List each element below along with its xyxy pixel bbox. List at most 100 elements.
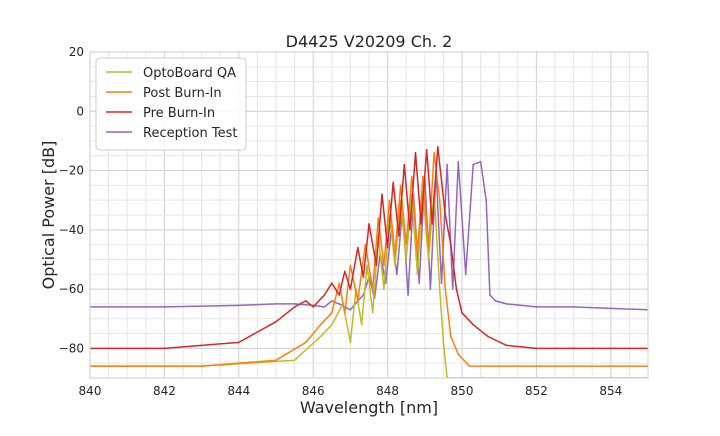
data-point (431, 223, 434, 225)
data-point (388, 199, 391, 201)
data-point (407, 294, 409, 296)
chart-title: D4425 V20209 Ch. 2 (286, 32, 453, 51)
data-point (360, 323, 363, 326)
data-point (494, 300, 497, 302)
data-point (384, 282, 387, 284)
data-point (535, 306, 538, 308)
y-tick-label: 0 (76, 104, 84, 118)
data-point (331, 323, 333, 326)
data-point (357, 300, 359, 302)
data-point (433, 151, 435, 154)
data-point (349, 264, 352, 267)
data-point (366, 264, 368, 267)
plot-frame (89, 51, 649, 379)
x-tick-label: 852 (525, 384, 548, 398)
data-point (472, 323, 474, 326)
data-point (505, 303, 508, 305)
data-point (386, 246, 389, 249)
data-point (405, 243, 408, 246)
data-point (444, 288, 447, 290)
data-point (487, 335, 489, 338)
data-point (457, 160, 460, 163)
y-axis-label: Optical Power [dB] (39, 141, 58, 290)
data-point (446, 163, 448, 166)
data-point (364, 243, 367, 246)
data-point (403, 163, 406, 166)
data-point (275, 359, 277, 362)
data-point (368, 223, 370, 225)
data-point (200, 365, 203, 367)
data-point (377, 217, 380, 219)
data-point (464, 273, 467, 276)
data-point (397, 234, 400, 237)
data-point (420, 223, 422, 225)
data-point (409, 229, 411, 231)
data-point (293, 306, 296, 308)
y-tick-label: −60 (59, 282, 84, 296)
data-point (489, 294, 491, 296)
data-point (323, 294, 326, 296)
data-point (323, 306, 326, 308)
data-point (461, 312, 463, 314)
data-point (457, 353, 460, 356)
tick-labels: 840 842 844 846 848 850 852 854 20 0 −20 −40 −60 −80 (59, 45, 623, 398)
data-point (371, 312, 374, 314)
y-tick-label: 20 (69, 45, 84, 59)
data-point (163, 347, 166, 350)
x-tick-label: 840 (79, 384, 102, 398)
data-point (238, 341, 240, 344)
data-point (349, 341, 352, 344)
data-point (293, 303, 296, 305)
data-point (425, 149, 428, 151)
y-tick-label: −80 (59, 341, 84, 355)
data-point (349, 309, 352, 311)
data-point (405, 258, 408, 261)
data-point (572, 347, 575, 350)
x-axis-label: Wavelength [nm] (300, 398, 438, 417)
data-point (163, 306, 166, 308)
data-point (383, 264, 385, 267)
data-point (304, 300, 307, 302)
data-point (485, 199, 487, 201)
x-tick-label: 844 (227, 384, 250, 398)
x-tick-label: 846 (302, 384, 325, 398)
data-point (399, 184, 402, 187)
legend-box (95, 57, 247, 151)
data-point (440, 282, 443, 284)
data-point (371, 288, 374, 290)
data-point (319, 335, 322, 338)
data-point (383, 288, 385, 290)
legend-label-reception-test: Reception Test (143, 126, 237, 141)
data-point (418, 282, 421, 284)
x-tick-label: 848 (376, 384, 399, 398)
data-point (450, 243, 452, 246)
data-point (331, 312, 333, 314)
data-point (344, 312, 346, 314)
data-point (479, 160, 482, 163)
data-point (472, 163, 474, 166)
data-point (444, 214, 447, 216)
data-point (357, 246, 359, 249)
data-point (293, 359, 296, 362)
data-point (396, 273, 398, 276)
legend-label-post-burn-in: Post Burn-In (143, 86, 222, 101)
data-point (572, 306, 575, 308)
data-point (451, 288, 454, 290)
data-point (416, 252, 419, 255)
data-point (381, 193, 383, 196)
data-point (414, 151, 417, 154)
data-point (455, 288, 458, 290)
data-point (437, 146, 439, 148)
data-point (349, 288, 352, 290)
data-point (304, 341, 307, 344)
legend-label-pre-burn-in: Pre Burn-In (143, 106, 215, 121)
data-point (442, 341, 445, 344)
data-point (275, 320, 277, 323)
data-point (416, 273, 419, 276)
data-point (427, 258, 430, 261)
data-point (427, 246, 430, 249)
data-point (535, 347, 538, 350)
data-point (468, 365, 471, 367)
x-tick-label: 854 (599, 384, 622, 398)
